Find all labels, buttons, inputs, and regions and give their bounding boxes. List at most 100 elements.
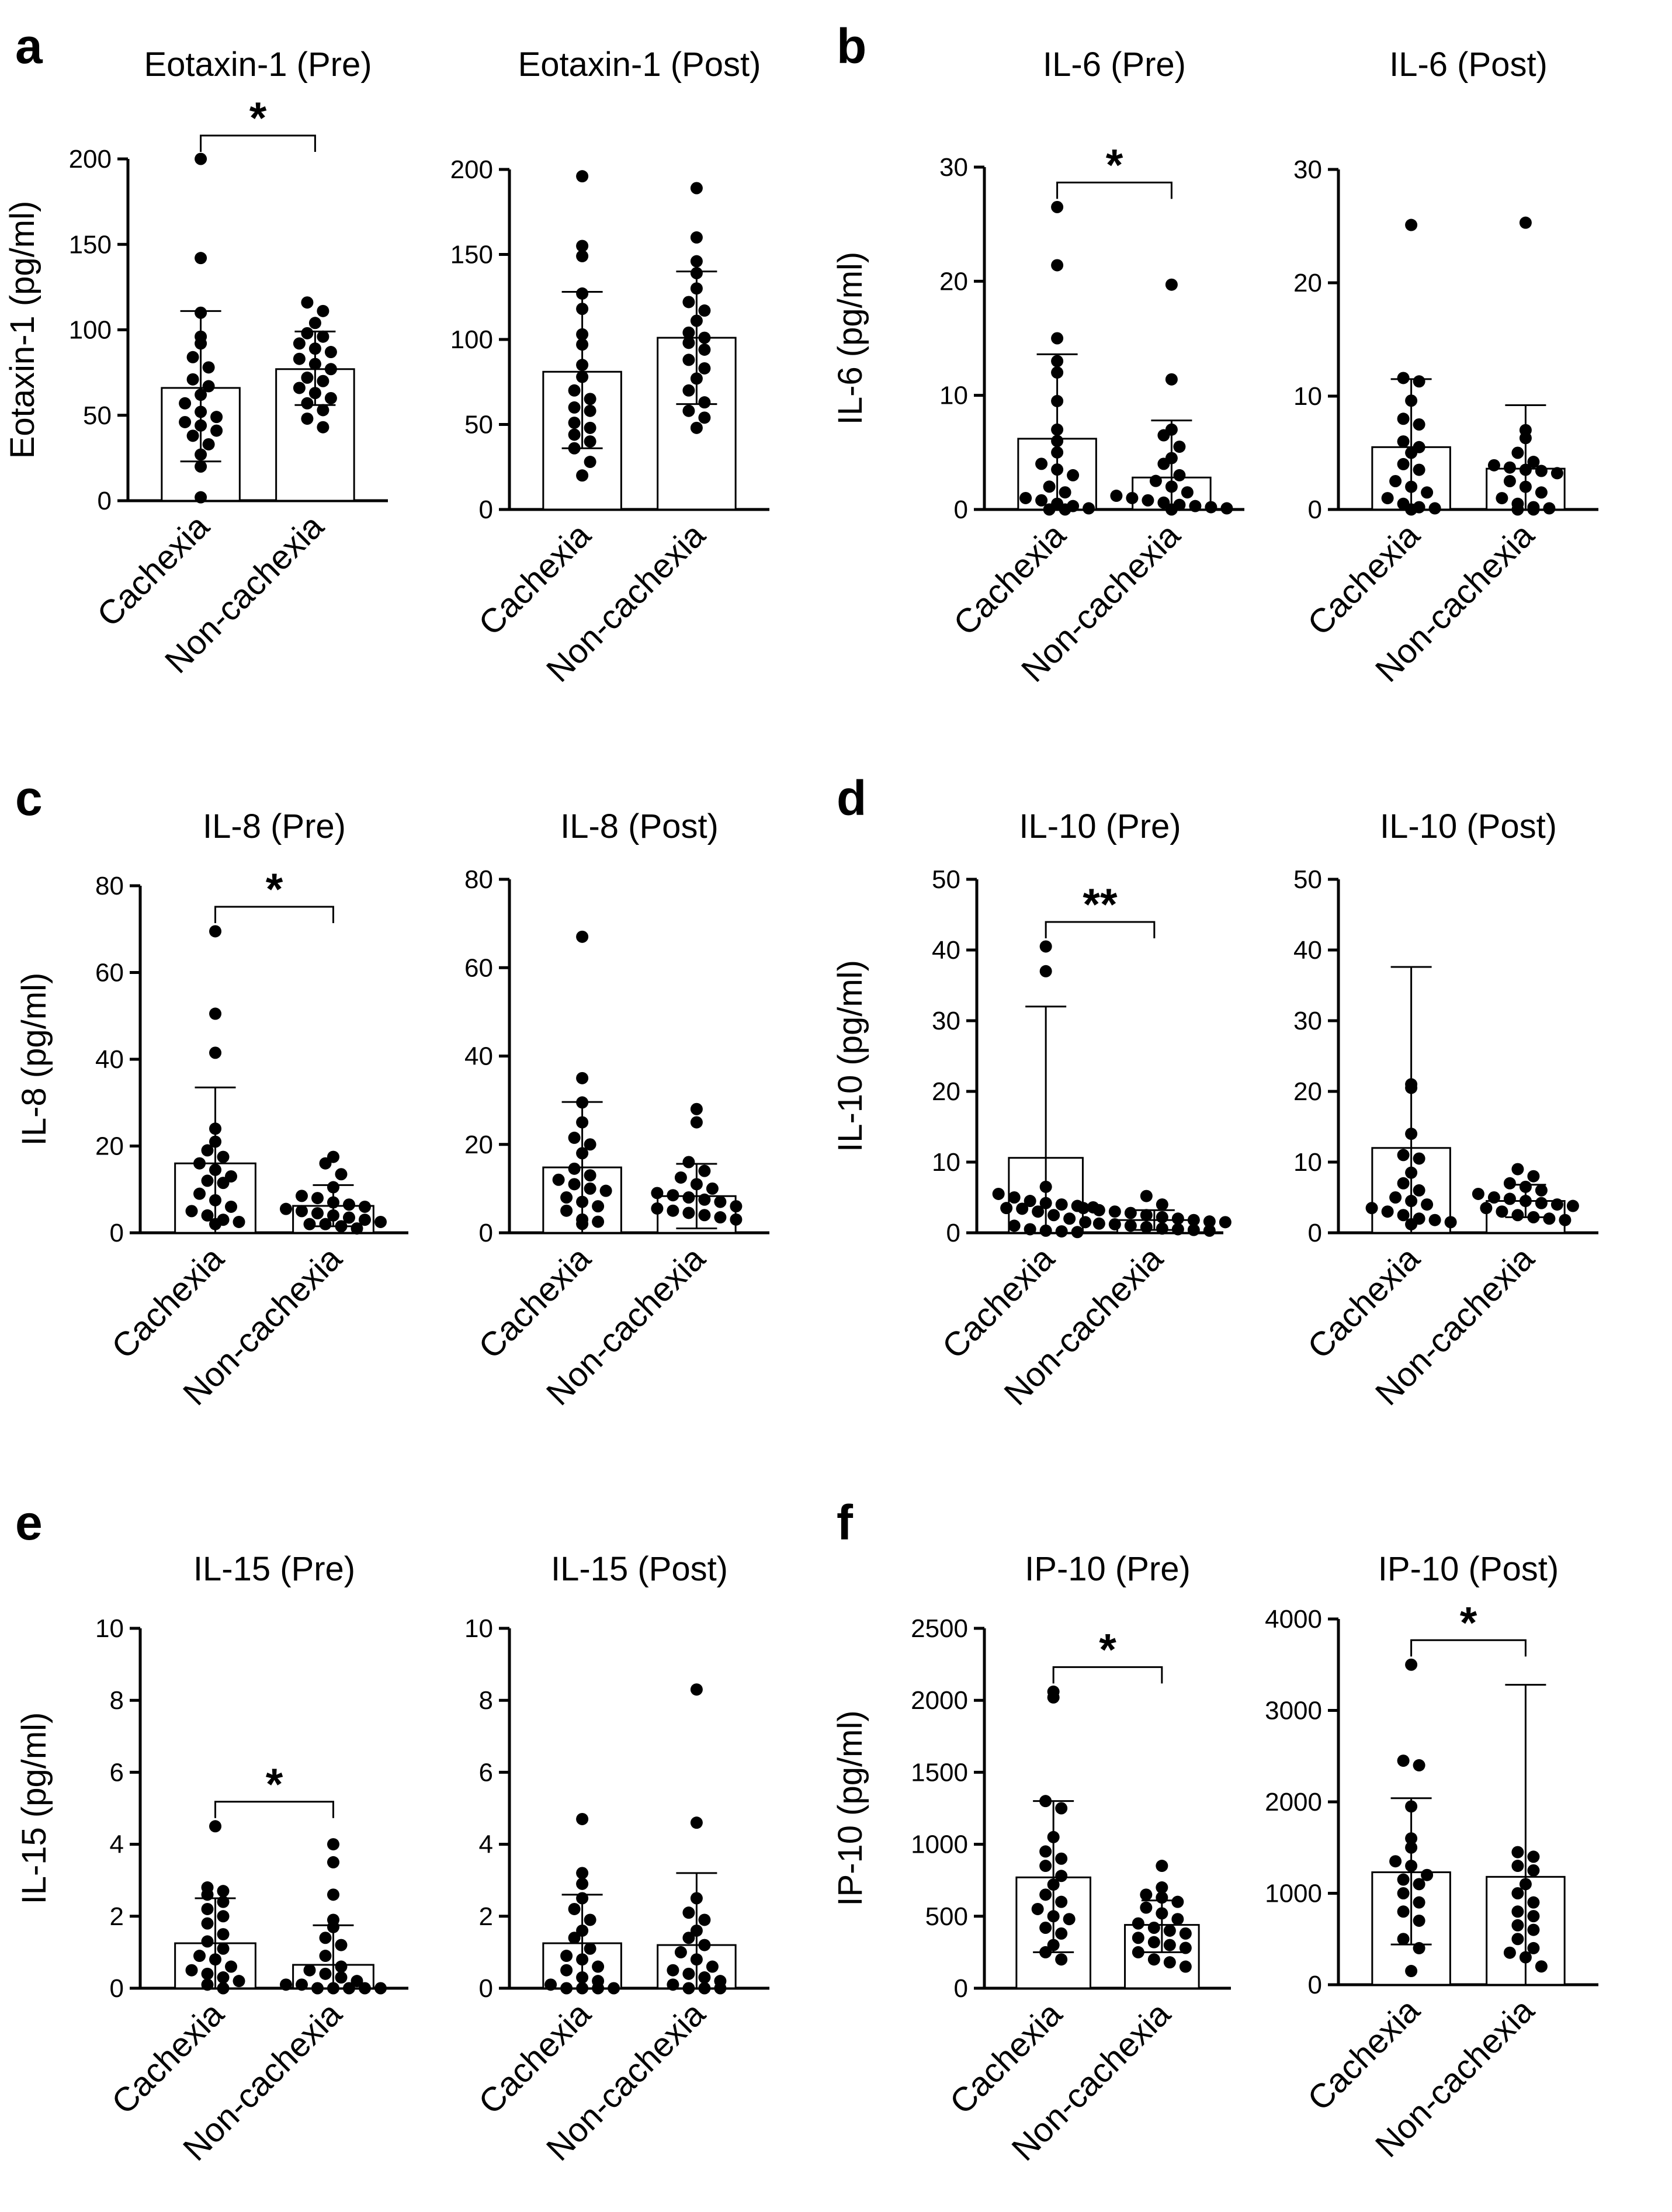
data-point [303, 1218, 316, 1230]
data-point [576, 240, 589, 252]
data-point [1024, 1195, 1036, 1208]
data-point [682, 1206, 695, 1219]
data-point [301, 397, 314, 410]
y-tick-label: 0 [946, 1219, 960, 1247]
data-point [308, 317, 321, 330]
data-point [195, 419, 207, 432]
y-tick-label: 50 [932, 865, 960, 894]
chart-f-pre: IP-10 (Pre) IP-10 (pg/ml) 0 500 1000 1500 2000… [831, 1550, 1231, 2168]
data-point [217, 1928, 230, 1941]
data-point [584, 404, 596, 417]
data-point [1397, 1149, 1410, 1162]
data-point [327, 1838, 339, 1851]
data-point [560, 1964, 573, 1977]
data-point [1203, 1224, 1216, 1237]
y-tick-label: 8 [110, 1686, 124, 1715]
data-point [1039, 1946, 1052, 1958]
significance-marker: * [249, 93, 267, 143]
y-tick-label: 50 [83, 401, 112, 430]
panel-letters: a b c d e f [15, 19, 866, 1550]
data-point [667, 1189, 679, 1202]
data-point [185, 1964, 198, 1977]
y-tick-label: 80 [464, 865, 493, 894]
data-point [209, 1163, 222, 1176]
chart-title: Eotaxin-1 (Post) [518, 46, 761, 84]
data-point [576, 1072, 589, 1084]
data-point [667, 1204, 679, 1217]
data-point [1000, 1202, 1013, 1215]
data-point [690, 1953, 703, 1966]
data-point [698, 1164, 711, 1177]
data-point [1527, 1910, 1540, 1923]
y-tick-label: 20 [464, 1131, 493, 1159]
data-point [1187, 1223, 1200, 1236]
significance-marker: * [266, 1760, 283, 1809]
data-point [1055, 1895, 1068, 1908]
y-axis-label: IL-6 (pg/ml) [831, 252, 869, 425]
data-point [1413, 1184, 1425, 1197]
y-tick-label: 2500 [911, 1614, 968, 1643]
data-point [698, 1209, 711, 1222]
data-point [185, 1205, 198, 1218]
y-tick-label: 50 [464, 411, 493, 439]
data-point [1405, 394, 1418, 407]
data-point [568, 442, 581, 455]
significance-bracket [214, 906, 334, 923]
chart-d-post: IL-10 (Post)01020304050CachexiaNon-cache… [1293, 807, 1598, 1413]
data-point [327, 1920, 339, 1933]
data-point [308, 342, 321, 355]
data-point [1519, 480, 1532, 493]
data-point [1519, 216, 1532, 229]
data-point [682, 1156, 695, 1169]
data-point [327, 1209, 339, 1222]
data-point [682, 1967, 695, 1980]
data-point [690, 255, 703, 268]
data-point [1039, 965, 1052, 977]
data-point [351, 1222, 363, 1235]
data-point [682, 326, 695, 339]
data-point [217, 1895, 230, 1908]
data-point [1203, 1215, 1216, 1228]
data-point [1381, 492, 1394, 505]
data-point [1165, 480, 1178, 493]
data-point [1187, 1214, 1200, 1226]
data-point [1421, 1868, 1434, 1881]
data-point [674, 1946, 687, 1958]
data-point [201, 1209, 214, 1222]
y-tick-label: 10 [95, 1614, 124, 1643]
data-point [342, 1211, 355, 1224]
data-point [351, 1975, 363, 1988]
data-point [608, 1982, 620, 1995]
data-point [1156, 1211, 1168, 1223]
data-point [1051, 394, 1064, 407]
data-point [992, 1187, 1005, 1200]
data-point [1389, 1191, 1402, 1204]
y-tick-label: 4000 [1265, 1605, 1322, 1634]
data-point [1181, 486, 1194, 499]
data-point [682, 353, 695, 366]
charts: Eotaxin-1 (Pre)Eotaxin-1 (pg/ml)05010015… [4, 46, 1598, 2168]
data-point [584, 1913, 596, 1926]
data-point [279, 1202, 292, 1215]
data-point [1519, 1878, 1532, 1891]
y-tick-label: 100 [450, 325, 493, 354]
data-point [233, 1215, 245, 1228]
data-point [576, 1877, 589, 1890]
data-point [576, 1867, 589, 1880]
data-point [1397, 435, 1410, 448]
data-point [201, 1935, 214, 1948]
data-point [311, 1192, 324, 1205]
data-point [1055, 1870, 1068, 1882]
y-tick-label: 1000 [911, 1830, 968, 1859]
significance-marker: * [1460, 1598, 1477, 1648]
y-tick-label: 4 [479, 1830, 493, 1859]
y-tick-label: 500 [925, 1902, 968, 1931]
data-point [1511, 1887, 1524, 1899]
data-point [210, 424, 223, 437]
data-point [1157, 429, 1170, 442]
y-tick-label: 0 [479, 1219, 493, 1247]
data-point [324, 346, 337, 359]
data-point [1405, 1860, 1418, 1873]
data-point [1381, 1205, 1394, 1218]
